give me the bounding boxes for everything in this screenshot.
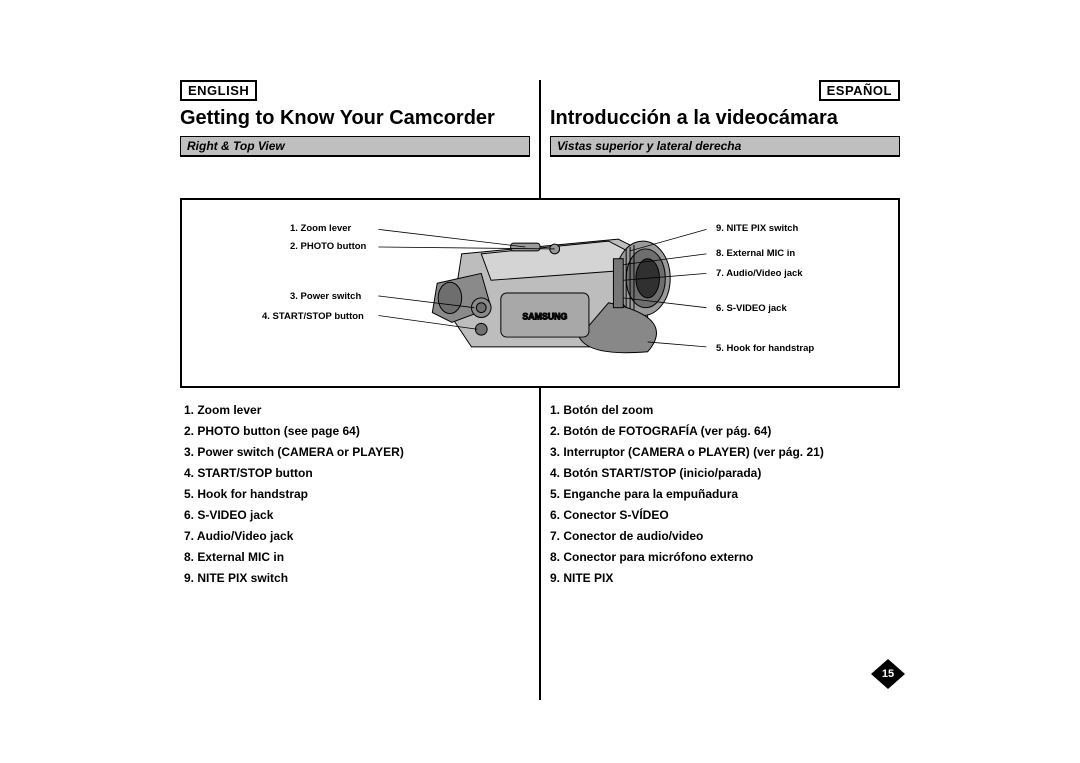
right-column: ESPAÑOL Introducción a la videocámara Vi…: [550, 80, 900, 157]
list-item: 4. START/STOP button: [184, 463, 524, 484]
language-badge-spanish: ESPAÑOL: [819, 80, 900, 101]
list-item: 1. Botón del zoom: [550, 400, 890, 421]
camcorder-diagram: SAMSUNG: [180, 198, 900, 388]
callout-ext-mic: 8. External MIC in: [716, 248, 795, 259]
callout-nite-pix: 9. NITE PIX switch: [716, 223, 798, 234]
list-item: 2. PHOTO button (see page 64): [184, 421, 524, 442]
list-item: 2. Botón de FOTOGRAFÍA (ver pág. 64): [550, 421, 890, 442]
section-title-right: Introducción a la videocámara: [550, 107, 900, 130]
page-number: 15: [870, 658, 906, 690]
list-item: 8. Conector para micrófono externo: [550, 547, 890, 568]
list-item: 9. NITE PIX: [550, 568, 890, 589]
manual-page: ENGLISH Getting to Know Your Camcorder R…: [180, 80, 900, 700]
parts-list-spanish: 1. Botón del zoom 2. Botón de FOTOGRAFÍA…: [550, 400, 890, 589]
list-item: 5. Hook for handstrap: [184, 484, 524, 505]
parts-list-english: 1. Zoom lever 2. PHOTO button (see page …: [184, 400, 524, 589]
subsection-left: Right & Top View: [180, 136, 530, 157]
callout-svideo-jack: 6. S-VIDEO jack: [716, 303, 787, 314]
list-item: 3. Power switch (CAMERA or PLAYER): [184, 442, 524, 463]
section-title-left: Getting to Know Your Camcorder: [180, 107, 530, 130]
list-item: 6. S-VIDEO jack: [184, 505, 524, 526]
brand-text: SAMSUNG: [522, 311, 567, 321]
callout-start-stop: 4. START/STOP button: [262, 311, 364, 322]
left-column: ENGLISH Getting to Know Your Camcorder R…: [180, 80, 530, 157]
list-item: 3. Interruptor (CAMERA o PLAYER) (ver pá…: [550, 442, 890, 463]
list-item: 1. Zoom lever: [184, 400, 524, 421]
list-item: 7. Audio/Video jack: [184, 526, 524, 547]
list-item: 9. NITE PIX switch: [184, 568, 524, 589]
callout-av-jack: 7. Audio/Video jack: [716, 268, 803, 279]
list-item: 7. Conector de audio/video: [550, 526, 890, 547]
list-item: 4. Botón START/STOP (inicio/parada): [550, 463, 890, 484]
callout-photo-button: 2. PHOTO button: [290, 241, 366, 252]
list-item: 8. External MIC in: [184, 547, 524, 568]
page-number-badge: 15: [870, 658, 906, 690]
list-item: 5. Enganche para la empuñadura: [550, 484, 890, 505]
language-badge-english: ENGLISH: [180, 80, 257, 101]
callout-power-switch: 3. Power switch: [290, 291, 361, 302]
callout-handstrap: 5. Hook for handstrap: [716, 343, 814, 354]
subsection-right: Vistas superior y lateral derecha: [550, 136, 900, 157]
callout-zoom-lever: 1. Zoom lever: [290, 223, 351, 234]
list-item: 6. Conector S-VÍDEO: [550, 505, 890, 526]
column-divider: [539, 80, 541, 700]
